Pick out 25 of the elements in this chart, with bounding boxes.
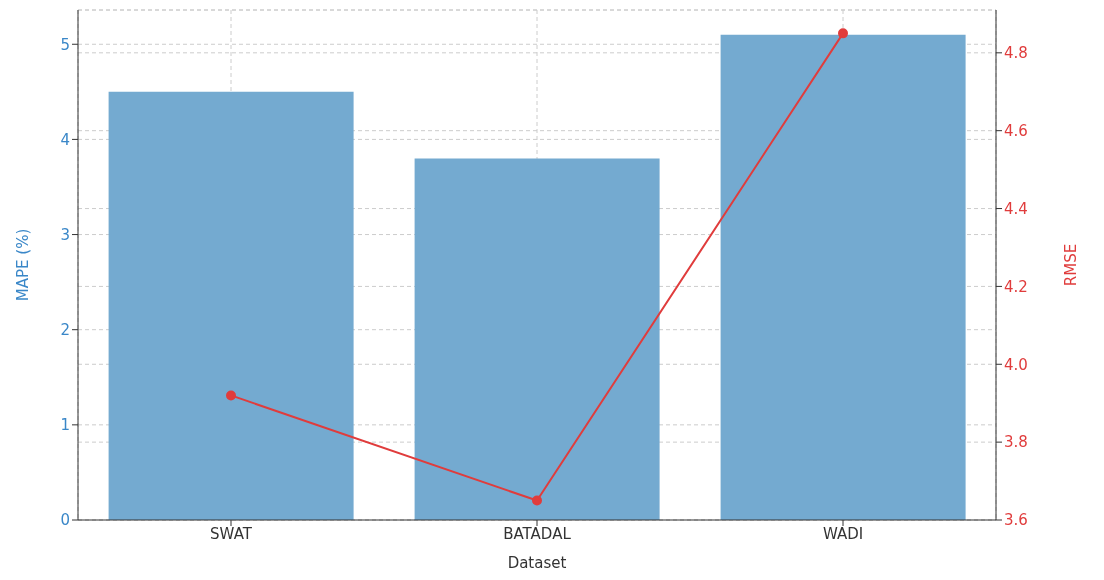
bar (414, 158, 660, 520)
x-tick-label: SWAT (210, 524, 253, 543)
y2-tick-label: 3.6 (1004, 511, 1028, 530)
y2-tick-label: 4.0 (1004, 355, 1028, 374)
y2-axis-title: RMSE (1062, 243, 1081, 287)
bar (108, 91, 354, 520)
x-tick-label: BATADAL (503, 524, 572, 543)
y2-tick-label: 4.8 (1004, 44, 1028, 63)
point (838, 28, 848, 39)
y-axis-title: MAPE (%) (14, 228, 33, 302)
y2-tick-label: 4.6 (1004, 122, 1028, 141)
y-tick-label: 3 (60, 225, 70, 244)
point (226, 390, 236, 401)
y-tick-label: 4 (60, 130, 70, 149)
y-tick-label: 0 (60, 511, 70, 530)
x-axis-title: Dataset (507, 554, 567, 572)
y2-tick-label: 3.8 (1004, 433, 1028, 452)
y-tick-label: 5 (60, 35, 70, 54)
y2-tick-label: 4.2 (1004, 277, 1028, 296)
bar (720, 34, 966, 520)
x-tick-label: WADI (822, 524, 864, 543)
y-tick-label: 2 (60, 321, 70, 340)
y2-tick-label: 4.4 (1004, 199, 1028, 218)
y-tick-label: 1 (60, 416, 70, 435)
point (532, 495, 542, 506)
